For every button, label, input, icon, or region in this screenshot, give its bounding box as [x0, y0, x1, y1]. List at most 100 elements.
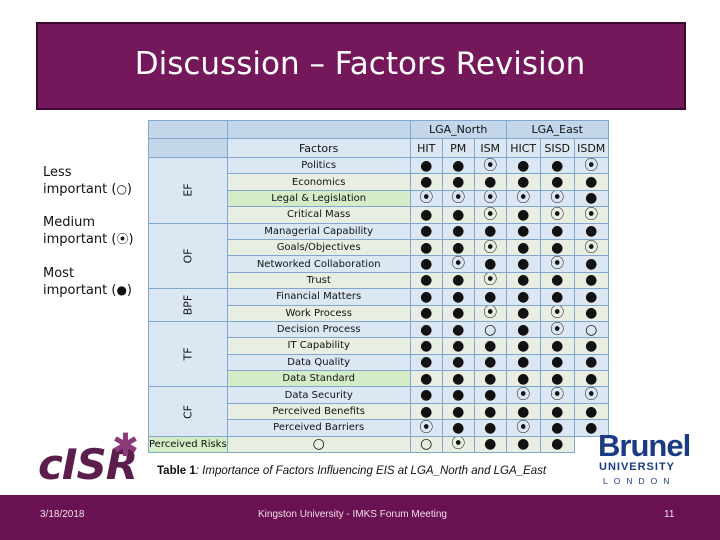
importance-symbol-icon: ⦿ [573, 386, 609, 404]
category-cell: OF [148, 222, 228, 290]
importance-symbol-icon: ● [505, 288, 541, 306]
importance-symbol-icon: ● [505, 255, 541, 273]
category-label: EF [181, 183, 195, 197]
factor-name: IT Capability [226, 337, 411, 355]
column-header: HICT [505, 138, 541, 158]
importance-symbol-icon: ● [573, 271, 609, 290]
importance-symbol-icon: ⦿ [505, 419, 541, 437]
importance-symbol-icon: ⦿ [441, 255, 475, 273]
legend-line2: important (●) [43, 282, 132, 299]
importance-symbol-icon: ● [409, 206, 443, 224]
legend-close: ) [126, 283, 132, 298]
importance-symbol-icon: ● [441, 173, 475, 191]
legend-line2-text: important ( [43, 232, 117, 247]
importance-symbol-icon: ● [505, 173, 541, 191]
legend-item: Medium important (⦿) [43, 214, 134, 248]
legend-line2-text: important ( [43, 283, 117, 298]
column-header: ISDM [573, 138, 609, 158]
factor-row: Economics ● ● ● ● ● ● [149, 173, 609, 191]
importance-symbol-icon: ● [473, 173, 507, 191]
legend-close: ) [128, 232, 134, 247]
importance-symbol-icon: ● [573, 304, 609, 322]
slide-title: Discussion – Factors Revision [134, 46, 586, 82]
importance-symbol-icon: ⦿ [441, 435, 475, 454]
importance-symbol-icon: ● [409, 288, 443, 306]
column-header: SISD [539, 138, 575, 158]
legend-item: Less important (○) [43, 164, 132, 198]
importance-symbol-icon: ● [505, 337, 541, 355]
importance-symbol-icon: ● [441, 320, 475, 339]
importance-symbol-icon: ● [505, 206, 541, 224]
importance-symbol-icon: ● [473, 419, 507, 437]
factor-row: OF Managerial Capability ● ● ● ● ● ● [148, 222, 609, 290]
factor-name: Managerial Capability [226, 222, 411, 240]
importance-symbol-icon: ● [539, 222, 575, 240]
importance-symbol-icon: ● [441, 370, 475, 388]
factor-name: Data Security [226, 386, 411, 404]
importance-symbol-icon: ⦿ [539, 189, 575, 208]
importance-symbol-icon: ● [505, 222, 541, 240]
corner-cell [226, 120, 411, 139]
category-cell: BPF [148, 288, 228, 322]
importance-symbol-icon: ● [441, 353, 475, 372]
factor-name: Legal & Legislation [226, 189, 411, 208]
importance-symbol-icon: ● [441, 238, 475, 257]
importance-symbol-icon: ● [441, 402, 475, 421]
factor-name: Decision Process [226, 320, 411, 339]
importance-symbol-icon: ● [409, 238, 443, 257]
importance-symbol-icon: ● [441, 419, 475, 437]
group-header-lga-east: LGA_East [505, 120, 609, 139]
importance-symbol-icon: ● [473, 370, 507, 388]
importance-symbol-icon: ● [441, 386, 475, 404]
table-caption: Table 1: Importance of Factors Influenci… [157, 465, 587, 477]
importance-symbol-icon: ● [505, 402, 541, 421]
importance-symbol-icon: ○ [409, 435, 443, 454]
cisr-star-icon: ✱ [112, 426, 139, 464]
importance-symbol-icon: ● [573, 288, 609, 306]
legend-line2: important (○) [43, 181, 132, 198]
importance-symbol-icon: ● [573, 173, 609, 191]
importance-symbol-icon: ● [116, 283, 127, 297]
factor-row: TF Decision Process ● ● ○ ● ⦿ ○ [148, 320, 609, 388]
legend-line1: Less [43, 165, 72, 180]
importance-symbol-icon: ● [409, 370, 443, 388]
factors-header: Factors [226, 138, 411, 158]
factor-row: Work Process ● ● ⦿ ● ⦿ ● [149, 304, 609, 322]
factor-row: IT Capability ● ● ● ● ● ● [149, 337, 609, 355]
importance-symbol-icon: ● [573, 222, 609, 240]
column-header: ISM [473, 138, 507, 158]
importance-symbol-icon: ⦿ [539, 255, 575, 273]
importance-symbol-icon: ● [505, 238, 541, 257]
importance-symbol-icon: ● [473, 402, 507, 421]
footer-event: Kingston University - IMKS Forum Meeting [258, 509, 447, 520]
importance-symbol-icon: ● [441, 288, 475, 306]
factor-row: Trust ● ● ⦿ ● ● ● [149, 271, 609, 290]
importance-symbol-icon: ● [539, 435, 575, 454]
importance-symbol-icon: ● [473, 288, 507, 306]
importance-symbol-icon: ⦿ [573, 206, 609, 224]
factor-row: Data Standard ● ● ● ● ● ● [149, 370, 609, 388]
factor-name: Critical Mass [226, 206, 411, 224]
importance-symbol-icon: ● [505, 353, 541, 372]
factor-row: Critical Mass ● ● ⦿ ● ⦿ ⦿ [149, 206, 609, 224]
legend-item: Most important (●) [43, 265, 132, 299]
importance-symbol-icon: ● [573, 255, 609, 273]
factor-name: Politics [226, 156, 411, 175]
importance-symbol-icon: ⦿ [539, 320, 575, 339]
importance-symbol-icon: ○ [116, 182, 127, 196]
factor-name: Perceived Benefits [226, 402, 411, 421]
category-label: TF [181, 347, 195, 361]
category-cell: CF [148, 386, 228, 437]
importance-symbol-icon: ● [573, 337, 609, 355]
footer-date: 3/18/2018 [40, 509, 85, 520]
factor-name: Perceived Barriers [226, 419, 411, 437]
importance-symbol-icon: ● [539, 238, 575, 257]
factor-row: EF Politics ● ● ⦿ ● ● ⦿ [148, 156, 609, 224]
importance-symbol-icon: ● [505, 304, 541, 322]
importance-symbol-icon: ● [473, 222, 507, 240]
importance-symbol-icon: ● [573, 353, 609, 372]
importance-symbol-icon: ● [573, 419, 609, 437]
importance-symbol-icon: ○ [573, 320, 609, 339]
brunel-logo-university: UNIVERSITY [599, 461, 676, 473]
importance-symbol-icon: ● [409, 222, 443, 240]
